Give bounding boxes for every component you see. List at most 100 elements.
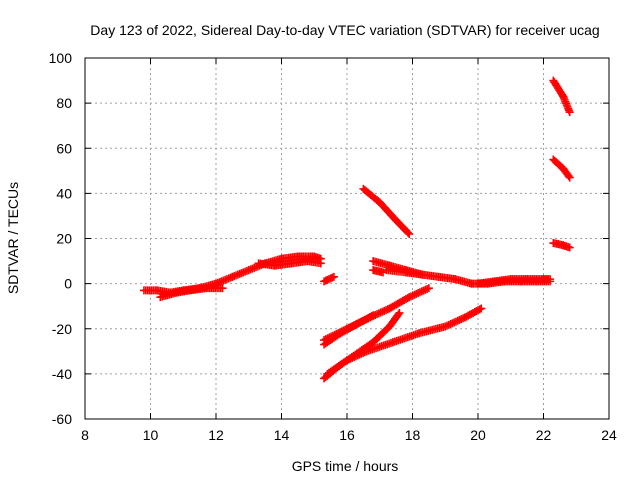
y-tick-label: 40: [56, 185, 72, 201]
x-tick-label: 14: [274, 427, 290, 443]
data-point: [346, 354, 355, 363]
data-point: [329, 272, 338, 281]
y-tick-label: -40: [52, 366, 72, 382]
data-point: [371, 311, 380, 320]
data-point: [564, 172, 573, 181]
data-point: [415, 288, 424, 297]
y-tick-label: -20: [52, 321, 72, 337]
data-point: [351, 320, 360, 329]
data-point: [565, 243, 574, 252]
data-point: [444, 320, 453, 329]
data-point: [421, 285, 430, 294]
y-tick-label: 0: [64, 276, 72, 292]
data-point: [424, 284, 433, 293]
x-tick-labels: 8 10 12 14 16 18 20 22 24: [81, 427, 617, 443]
data-point: [330, 330, 339, 339]
data-point: [341, 325, 350, 334]
y-tick-labels: -60 -40 -20 0 20 40 60 80 100: [49, 50, 73, 427]
data-point: [357, 349, 366, 358]
series-track-5: [359, 184, 414, 238]
series-track-8: [382, 266, 427, 279]
data-point: [407, 292, 416, 301]
data-point: [364, 314, 373, 323]
data-point: [443, 321, 452, 330]
data-point: [367, 312, 376, 321]
data-point: [565, 108, 574, 117]
data-point: [453, 316, 462, 325]
y-tick-label: 100: [49, 50, 73, 66]
data-point: [455, 315, 464, 324]
data-point: [339, 326, 348, 335]
data-point: [325, 333, 334, 342]
data-point: [348, 353, 357, 362]
data-point: [328, 331, 337, 340]
data-point: [348, 322, 357, 331]
data-point: [355, 318, 364, 327]
series-track-14: [549, 76, 574, 117]
data-point: [376, 308, 385, 317]
data-point: [419, 286, 428, 295]
data-point: [350, 321, 359, 330]
gridlines: [85, 58, 609, 419]
data-point: [334, 329, 343, 338]
x-tick-label: 10: [143, 427, 159, 443]
data-point: [359, 348, 368, 357]
data-point: [360, 348, 369, 357]
data-point: [408, 291, 417, 300]
series-track-9: [474, 275, 555, 288]
data-point: [395, 308, 404, 317]
data-point: [380, 306, 389, 315]
data-point: [337, 327, 346, 336]
series-track-15: [549, 155, 574, 182]
data-point: [448, 319, 457, 328]
data-point: [332, 329, 341, 338]
x-tick-label: 22: [536, 427, 552, 443]
series-track-13: [323, 304, 486, 378]
data-point: [374, 309, 383, 318]
data-point: [477, 304, 486, 313]
x-tick-label: 8: [81, 427, 89, 443]
data-point: [410, 290, 419, 299]
data-point: [382, 306, 391, 315]
y-tick-label: -60: [52, 411, 72, 427]
data-point: [405, 293, 414, 302]
y-tick-label: 20: [56, 231, 72, 247]
x-axis-label: GPS time / hours: [292, 458, 399, 474]
x-tick-label: 16: [339, 427, 355, 443]
data-point: [412, 289, 421, 298]
x-tick-label: 24: [601, 427, 617, 443]
data-point: [320, 336, 329, 345]
data-point: [316, 259, 325, 268]
data-points: [139, 76, 574, 383]
data-point: [360, 316, 369, 325]
data-point: [355, 350, 364, 359]
data-point: [350, 353, 359, 362]
data-point: [343, 356, 351, 365]
y-tick-label: 80: [56, 95, 72, 111]
data-point: [369, 311, 378, 320]
data-point: [353, 351, 362, 360]
series-track-11: [320, 284, 433, 345]
data-point: [335, 328, 344, 337]
y-axis-label: SDTVAR / TECUs: [5, 182, 21, 294]
data-point: [403, 228, 412, 237]
data-point: [327, 332, 336, 341]
data-point: [358, 316, 367, 325]
series-track-2: [156, 284, 227, 302]
data-point: [405, 229, 414, 238]
data-point: [414, 289, 423, 298]
data-point: [373, 310, 382, 319]
data-point: [351, 352, 360, 361]
x-tick-label: 18: [405, 427, 421, 443]
data-point: [417, 287, 426, 296]
data-point: [450, 318, 459, 327]
data-point: [365, 313, 374, 322]
y-tick-label: 60: [56, 140, 72, 156]
series-track-4: [320, 272, 338, 286]
data-point: [451, 317, 460, 326]
chart-title: Day 123 of 2022, Sidereal Day-to-day VTE…: [90, 22, 599, 38]
plot-frame: [84, 57, 610, 420]
data-point: [475, 305, 484, 314]
data-point: [343, 324, 351, 333]
